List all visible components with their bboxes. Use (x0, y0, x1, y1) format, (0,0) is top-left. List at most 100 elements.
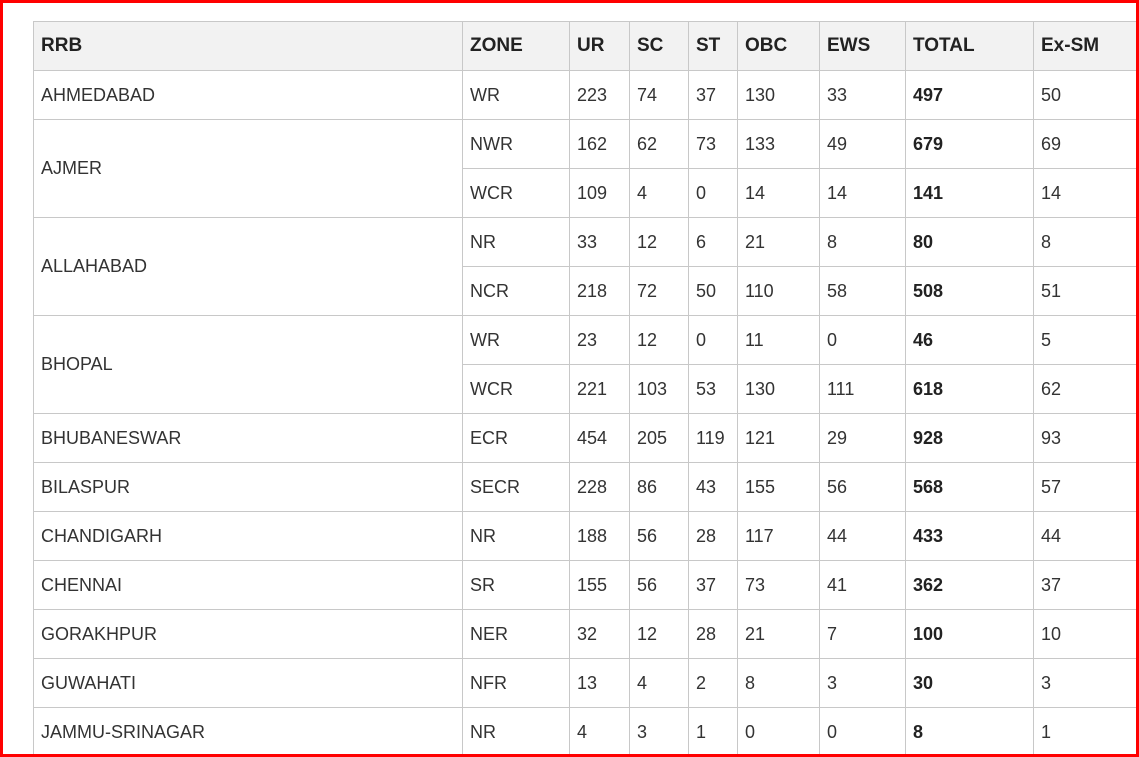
cell-exsm: 57 (1033, 462, 1136, 512)
cell-total: 433 (905, 511, 1034, 561)
cell-total: 928 (905, 413, 1034, 463)
cell-obc: 130 (737, 364, 820, 414)
header-exsm: Ex-SM (1033, 21, 1136, 71)
cell-obc: 130 (737, 70, 820, 120)
cell-rrb: BILASPUR (33, 462, 463, 512)
cell-exsm: 5 (1033, 315, 1136, 365)
cell-sc: 12 (629, 609, 689, 659)
cell-ur: 188 (569, 511, 630, 561)
rrb-vacancy-table: RRB ZONE UR SC ST OBC EWS TOTAL Ex-SM AH… (33, 21, 1136, 754)
table-row: WCR 109 4 0 14 14 141 14 (34, 168, 1136, 218)
cell-sc: 103 (629, 364, 689, 414)
cell-sc: 56 (629, 511, 689, 561)
table-row: WCR 221 103 53 130 111 618 62 (34, 364, 1136, 414)
header-ews: EWS (819, 21, 906, 71)
cell-total: 679 (905, 119, 1034, 169)
cell-ur: 454 (569, 413, 630, 463)
cell-zone: ECR (462, 413, 570, 463)
cell-ews: 7 (819, 609, 906, 659)
cell-exsm: 37 (1033, 560, 1136, 610)
cell-zone: SR (462, 560, 570, 610)
cell-st: 53 (688, 364, 738, 414)
cell-st: 28 (688, 609, 738, 659)
cell-exsm: 93 (1033, 413, 1136, 463)
cell-obc: 117 (737, 511, 820, 561)
cell-obc: 21 (737, 217, 820, 267)
cell-zone: NFR (462, 658, 570, 708)
table-header-row: RRB ZONE UR SC ST OBC EWS TOTAL Ex-SM (33, 21, 1136, 71)
cell-rrb: CHANDIGARH (33, 511, 463, 561)
header-ur: UR (569, 21, 630, 71)
cell-ur: 228 (569, 462, 630, 512)
cell-ews: 56 (819, 462, 906, 512)
cell-ews: 41 (819, 560, 906, 610)
cell-obc: 110 (737, 266, 820, 316)
cell-total: 8 (905, 707, 1034, 754)
cell-rrb: BHUBANESWAR (33, 413, 463, 463)
cell-ews: 0 (819, 707, 906, 754)
cell-sc: 4 (629, 658, 689, 708)
cell-sc: 74 (629, 70, 689, 120)
cell-rrb: AHMEDABAD (33, 70, 463, 120)
cell-ur: 218 (569, 266, 630, 316)
cell-ur: 221 (569, 364, 630, 414)
cell-st: 119 (688, 413, 738, 463)
cell-exsm: 14 (1033, 168, 1136, 218)
table-row: GORAKHPUR NER 32 12 28 21 7 100 10 (33, 609, 1136, 659)
cell-st: 28 (688, 511, 738, 561)
cell-ur: 162 (569, 119, 630, 169)
table-row: CHENNAI SR 155 56 37 73 41 362 37 (33, 560, 1136, 610)
cell-zone: NCR (462, 266, 570, 316)
cell-total: 80 (905, 217, 1034, 267)
cell-obc: 73 (737, 560, 820, 610)
cell-total: 508 (905, 266, 1034, 316)
cell-ur: 32 (569, 609, 630, 659)
cell-sc: 4 (629, 168, 689, 218)
cell-zone: NWR (462, 119, 570, 169)
cell-ur: 109 (569, 168, 630, 218)
cell-ur: 223 (569, 70, 630, 120)
table-row: GUWAHATI NFR 13 4 2 8 3 30 3 (33, 658, 1136, 708)
cell-st: 0 (688, 168, 738, 218)
cell-rrb: JAMMU-SRINAGAR (33, 707, 463, 754)
header-total: TOTAL (905, 21, 1034, 71)
table-row: JAMMU-SRINAGAR NR 4 3 1 0 0 8 1 (33, 707, 1136, 754)
cell-exsm: 3 (1033, 658, 1136, 708)
header-obc: OBC (737, 21, 820, 71)
cell-zone: SECR (462, 462, 570, 512)
cell-sc: 12 (629, 315, 689, 365)
cell-sc: 12 (629, 217, 689, 267)
cell-total: 141 (905, 168, 1034, 218)
cell-obc: 21 (737, 609, 820, 659)
cell-exsm: 50 (1033, 70, 1136, 120)
cell-ews: 29 (819, 413, 906, 463)
cell-zone: WR (462, 70, 570, 120)
cell-st: 37 (688, 560, 738, 610)
cell-sc: 3 (629, 707, 689, 754)
cell-exsm: 69 (1033, 119, 1136, 169)
header-sc: SC (629, 21, 689, 71)
cell-zone: NR (462, 511, 570, 561)
cell-ur: 33 (569, 217, 630, 267)
cell-rrb: AJMER (33, 119, 463, 218)
cell-st: 1 (688, 707, 738, 754)
cell-zone: NR (462, 217, 570, 267)
cell-total: 618 (905, 364, 1034, 414)
cell-sc: 205 (629, 413, 689, 463)
cell-ews: 3 (819, 658, 906, 708)
cell-st: 2 (688, 658, 738, 708)
cell-ur: 13 (569, 658, 630, 708)
table-row: NCR 218 72 50 110 58 508 51 (34, 266, 1136, 316)
cell-obc: 0 (737, 707, 820, 754)
cell-obc: 121 (737, 413, 820, 463)
cell-rrb: BHOPAL (33, 315, 463, 414)
cell-exsm: 8 (1033, 217, 1136, 267)
cell-total: 100 (905, 609, 1034, 659)
table-row: ALLAHABAD NR 33 12 6 21 8 80 8 (33, 217, 1136, 316)
cell-st: 73 (688, 119, 738, 169)
cell-ews: 8 (819, 217, 906, 267)
cell-obc: 133 (737, 119, 820, 169)
table-row: BHOPAL WR 23 12 0 11 0 46 5 (33, 315, 1136, 414)
cell-obc: 8 (737, 658, 820, 708)
